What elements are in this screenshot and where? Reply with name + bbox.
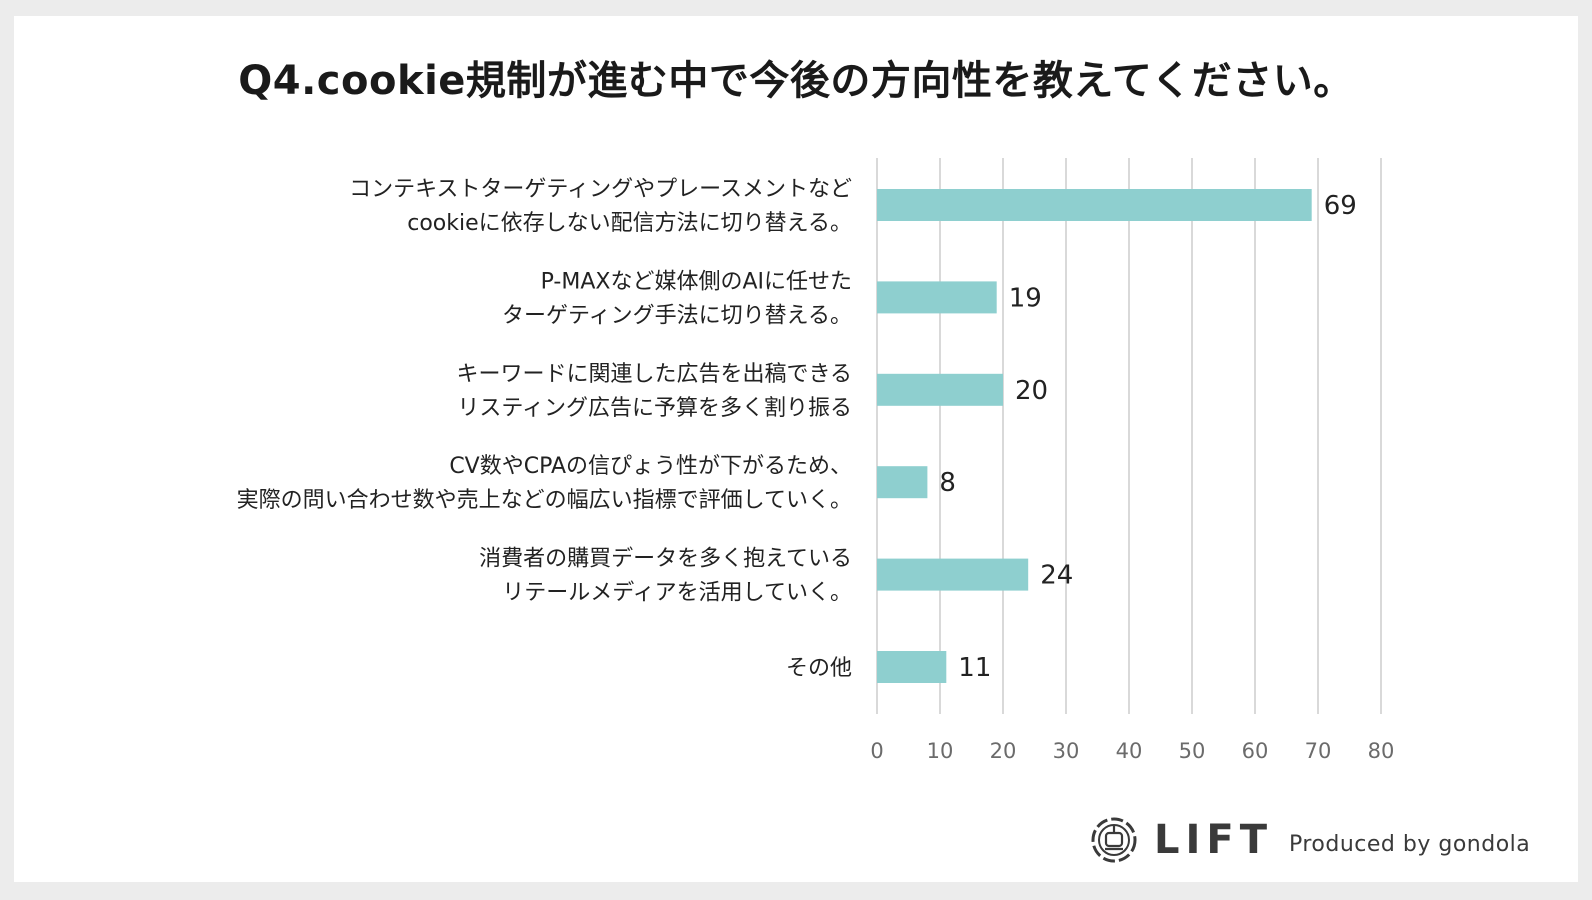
category-label: コンテキストターゲティングやプレースメントなど xyxy=(349,177,852,202)
x-tick-label: 0 xyxy=(870,739,883,763)
data-label: 19 xyxy=(1009,283,1042,313)
x-tick-label: 40 xyxy=(1116,739,1143,763)
gondola-icon xyxy=(1091,817,1137,863)
category-label: キーワードに関連した広告を出稿できる xyxy=(456,362,852,387)
data-label: 11 xyxy=(958,653,991,683)
category-label: cookieに依存しない配信方法に切り替える。 xyxy=(407,211,852,236)
x-tick-label: 50 xyxy=(1179,739,1206,763)
bar xyxy=(877,466,928,499)
brand-name: LIFT xyxy=(1154,817,1273,863)
x-tick-label: 30 xyxy=(1053,739,1080,763)
category-label: 実際の問い合わせ数や売上などの幅広い指標で評価していく。 xyxy=(237,488,852,513)
data-label: 24 xyxy=(1040,561,1073,591)
brand-footer: LIFT Produced by gondola xyxy=(1090,814,1530,866)
category-label: CV数やCPAの信ぴょう性が下がるため、 xyxy=(449,454,852,479)
bar xyxy=(877,558,1029,591)
x-tick-label: 60 xyxy=(1242,739,1269,763)
brand-credit: Produced by gondola xyxy=(1288,831,1531,857)
x-tick-label: 20 xyxy=(990,739,1017,763)
x-tick-label: 10 xyxy=(927,739,954,763)
bar xyxy=(877,651,947,683)
data-label: 20 xyxy=(1015,376,1048,406)
category-label: リテールメディアを活用していく。 xyxy=(502,581,852,606)
data-label: 69 xyxy=(1324,191,1357,221)
category-label: ターゲティング手法に切り替える。 xyxy=(502,303,852,328)
x-tick-label: 80 xyxy=(1368,739,1395,763)
chart-title: Q4.cookie規制が進む中で今後の方向性を教えてください。 xyxy=(238,58,1354,104)
bar xyxy=(877,281,997,314)
x-tick-label: 70 xyxy=(1305,739,1332,763)
data-label: 8 xyxy=(939,468,956,498)
bar xyxy=(877,189,1312,221)
category-label: リスティング広告に予算を多く割り振る xyxy=(457,396,852,421)
category-label: P-MAXなど媒体側のAIに任せた xyxy=(541,269,852,294)
category-label: 消費者の購買データを多く抱えている xyxy=(479,547,852,572)
bar xyxy=(877,373,1003,406)
category-label: その他 xyxy=(786,656,852,681)
